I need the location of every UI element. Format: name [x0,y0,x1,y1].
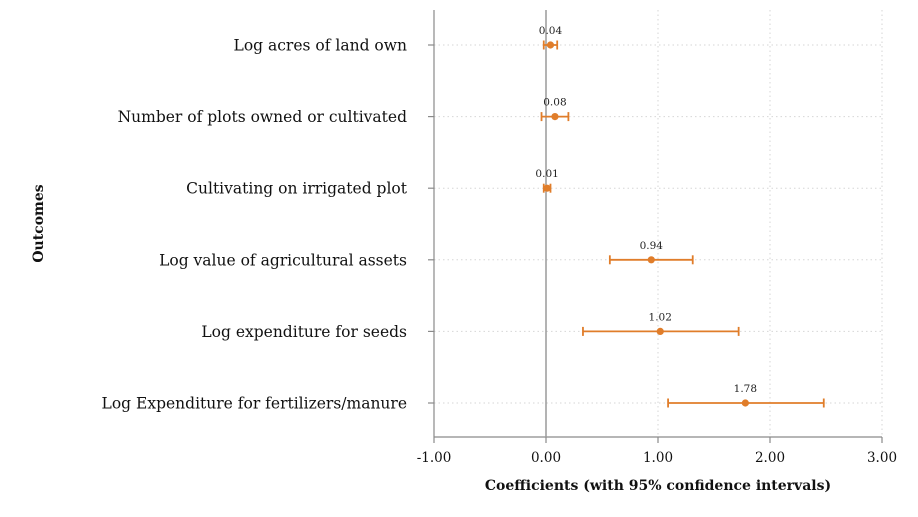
x-tick-label: 3.00 [867,450,897,466]
x-tick-label: 2.00 [755,450,785,466]
value-label: 1.02 [649,311,672,323]
value-label: 0.94 [640,240,664,252]
x-tick-label: 1.00 [643,450,673,466]
x-tick-label: -1.00 [417,450,452,466]
x-axis-ticks: -1.00 0.00 1.00 2.00 3.00 [417,437,897,466]
coefficient-point [647,256,655,264]
value-label: 0.01 [535,168,558,180]
coefficient-point [656,327,664,335]
coefficient-point [741,399,749,407]
estimate-marks: 0.04 0.08 0.01 0.94 1.02 1.78 [535,25,825,408]
coefficient-point [543,184,551,192]
value-label: 0.08 [543,97,566,109]
category-label: Log Expenditure for fertilizers/manure [102,395,407,413]
value-label: 0.04 [539,25,563,37]
category-label: Log value of agricultural assets [159,251,407,269]
category-label: Log expenditure for seeds [201,323,407,341]
x-tick-label: 0.00 [531,450,561,466]
category-labels: Log acres of land own Number of plots own… [102,37,434,413]
coefficient-point [551,113,559,121]
category-label: Number of plots owned or cultivated [118,108,407,126]
coefficient-point [546,41,555,49]
x-axis-title: Coefficients (with 95% confidence interv… [485,478,831,494]
category-label: Log acres of land own [234,37,407,55]
value-label: 1.78 [734,383,757,395]
y-axis-title: Outcomes [31,184,47,262]
category-label: Cultivating on irrigated plot [186,180,408,198]
